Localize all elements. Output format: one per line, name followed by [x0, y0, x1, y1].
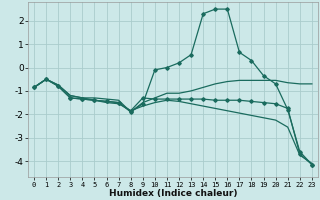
X-axis label: Humidex (Indice chaleur): Humidex (Indice chaleur) [109, 189, 237, 198]
